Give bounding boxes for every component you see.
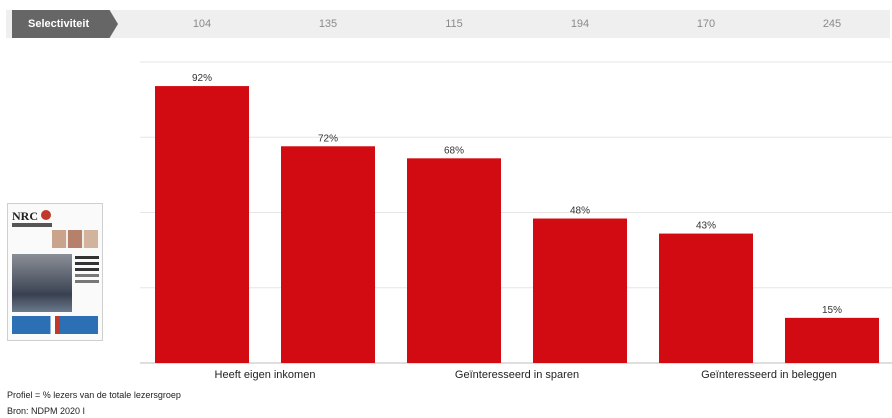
logo-subline [12,223,52,227]
source-footnote: Bron: NDPM 2020 I [7,406,86,416]
chart-bar [785,317,879,363]
bar-value-label: 43% [696,221,716,232]
bar-value-label: 15% [822,305,842,316]
chart-bar [281,146,375,363]
profile-footnote: Profiel = % lezers van de totale lezersg… [7,390,181,400]
selectivity-value: 194 [570,18,590,30]
bar-value-label: 72% [318,133,338,144]
category-label: Geïnteresseerd in sparen [454,369,580,381]
chart-bar [155,86,249,363]
selectivity-bar [6,10,890,38]
selectivity-value: 170 [696,18,716,30]
logo-mark-icon [41,210,51,220]
bar-value-label: 68% [444,145,464,156]
thumbnail-strip [12,316,98,334]
thumbnail-headline [75,256,99,259]
bar-value-label: 92% [192,73,212,84]
chart-bar [533,218,627,363]
category-label: Geïnteresseerd in beleggen [701,369,837,381]
bar-value-label: 48% [570,206,590,217]
selectivity-value: 135 [318,18,338,30]
selectivity-value: 115 [445,18,463,30]
thumbnail-faces [52,230,98,248]
chart-bar [407,158,501,363]
selectivity-value: 104 [192,18,212,30]
chart-bar [659,233,753,363]
selectivity-label: Selectiviteit [12,10,118,38]
thumbnail-logo: NRC [12,209,38,223]
selectivity-value: 245 [822,18,842,30]
thumbnail-photo [12,254,72,312]
category-label: Heeft eigen inkomen [214,369,316,381]
newspaper-thumbnail-icon: NRC [7,203,103,341]
